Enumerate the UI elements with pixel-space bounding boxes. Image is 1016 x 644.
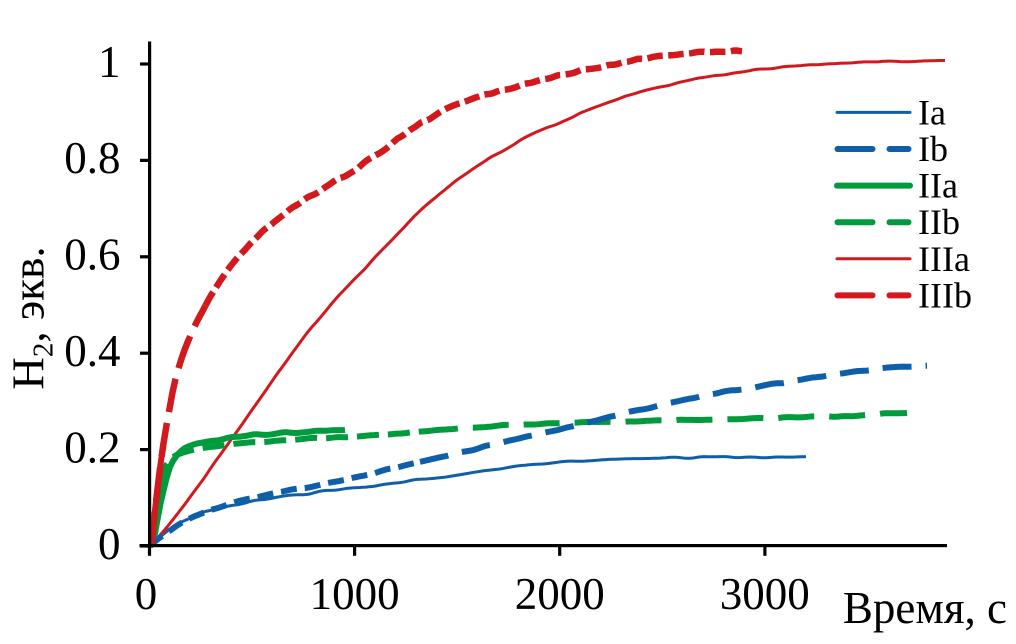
svg-text:H2, экв.: H2, экв. bbox=[4, 246, 60, 389]
svg-text:0.6: 0.6 bbox=[64, 230, 120, 280]
svg-text:0: 0 bbox=[98, 519, 121, 569]
svg-text:IIIa: IIIa bbox=[918, 239, 970, 279]
svg-text:0.4: 0.4 bbox=[64, 326, 120, 376]
svg-text:0: 0 bbox=[135, 569, 158, 619]
svg-text:Ia: Ia bbox=[918, 92, 946, 132]
svg-text:1: 1 bbox=[98, 37, 121, 87]
svg-text:2000: 2000 bbox=[515, 569, 605, 619]
svg-text:IIa: IIa bbox=[918, 166, 958, 206]
svg-text:0.8: 0.8 bbox=[64, 133, 120, 183]
svg-text:IIIb: IIIb bbox=[918, 275, 972, 315]
svg-text:3000: 3000 bbox=[720, 569, 810, 619]
svg-text:Ib: Ib bbox=[918, 129, 948, 169]
svg-text:Время, с: Время, с bbox=[843, 583, 1007, 633]
svg-text:0.2: 0.2 bbox=[64, 422, 120, 472]
svg-text:IIb: IIb bbox=[918, 202, 960, 242]
svg-text:1000: 1000 bbox=[310, 569, 400, 619]
